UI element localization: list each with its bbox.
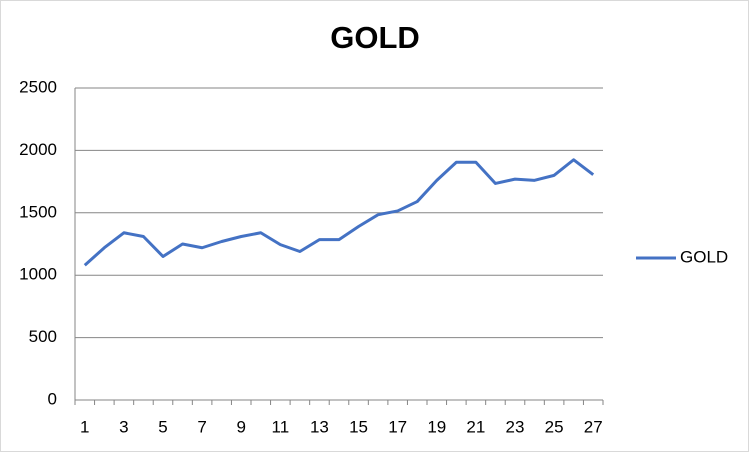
y-tick-label: 0 — [48, 389, 57, 408]
x-tick-label: 11 — [272, 417, 290, 436]
chart-title: GOLD — [330, 20, 420, 55]
x-tick-label: 17 — [388, 417, 407, 436]
x-tick-label: 27 — [584, 417, 603, 436]
x-tick-label: 19 — [427, 417, 446, 436]
x-tick-label: 7 — [197, 417, 206, 436]
x-tick-label: 13 — [310, 417, 329, 436]
y-tick-label: 1000 — [19, 265, 57, 284]
y-tick-label: 1500 — [19, 202, 57, 221]
x-tick-label: 21 — [466, 417, 485, 436]
x-tick-label: 3 — [119, 417, 128, 436]
y-tick-label: 2000 — [19, 140, 57, 159]
x-tick-label: 23 — [506, 417, 525, 436]
x-tick-label: 1 — [80, 417, 89, 436]
y-tick-label: 500 — [29, 327, 57, 346]
legend-label: GOLD — [680, 247, 728, 266]
x-tick-label: 25 — [545, 417, 564, 436]
y-tick-label: 2500 — [19, 77, 57, 96]
x-tick-label: 15 — [349, 417, 368, 436]
series-line — [83, 158, 595, 267]
x-tick-label: 5 — [158, 417, 167, 436]
x-tick-label: 9 — [236, 417, 245, 436]
